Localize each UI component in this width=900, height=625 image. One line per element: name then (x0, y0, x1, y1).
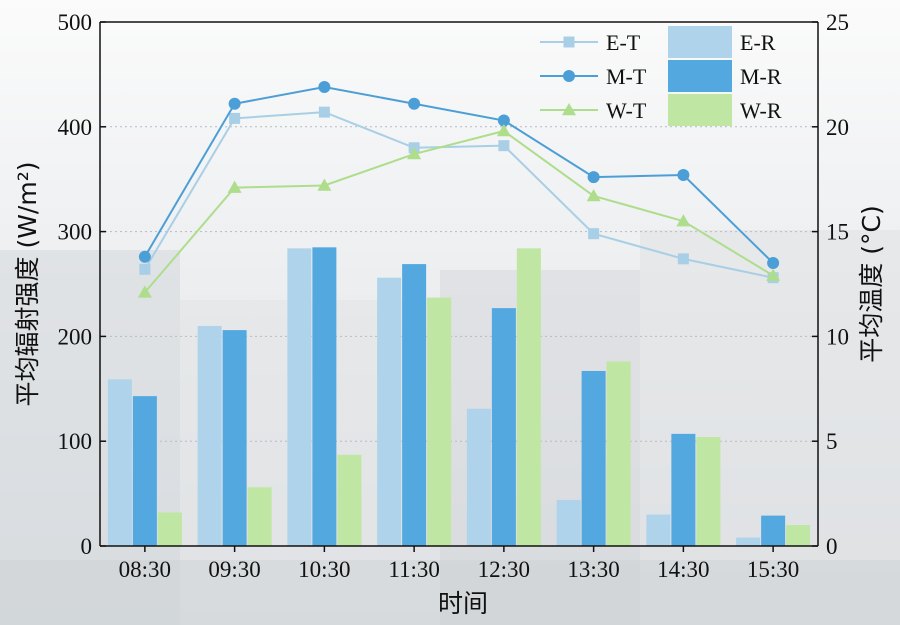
point-m-t-1030 (318, 80, 331, 93)
bar-m-r-1330 (581, 370, 606, 546)
legend-bar-swatch (668, 60, 732, 92)
legend-label: E-T (606, 30, 641, 55)
bar-m-r-1230 (491, 308, 516, 546)
point-w-t-1030 (317, 178, 332, 191)
point-m-t-0930 (228, 97, 241, 110)
legend-item-m-t: M-T (540, 64, 647, 89)
y-left-tick-label: 300 (58, 220, 93, 245)
legend-bar-swatch (668, 26, 732, 58)
point-m-t-1530 (767, 257, 780, 270)
x-tick-label: 13:30 (567, 557, 619, 582)
bar-m-r-1030 (312, 247, 337, 546)
bar-m-r-0830 (132, 396, 157, 546)
y-axis-right-title: 平均温度 (°C) (857, 205, 886, 362)
bar-m-r-0930 (222, 330, 247, 546)
legend: E-T M-T W-T E-R M-R W-R (540, 26, 782, 126)
bar-w-r-1330 (606, 361, 631, 546)
x-axis-title: 时间 (438, 589, 488, 618)
point-m-t-0830 (138, 250, 151, 263)
point-w-t-0830 (137, 285, 152, 298)
y-right-tick-label: 15 (826, 220, 849, 245)
axes: 0 100 200 300 400 500 0 5 10 15 20 25 08:30 09:30 10:3… (58, 10, 850, 582)
x-tick-label: 12:30 (478, 557, 530, 582)
legend-item-m-r: M-R (668, 60, 782, 92)
legend-marker (563, 36, 575, 48)
point-e-t-0930 (229, 112, 241, 124)
point-m-t-1430 (677, 169, 690, 182)
point-m-t-1330 (587, 171, 600, 184)
bar-w-r-1230 (516, 248, 541, 547)
y-right-tick-label: 0 (826, 534, 838, 559)
point-e-t-1330 (588, 228, 600, 240)
point-w-t-1330 (586, 188, 601, 202)
y-right-tick-label: 5 (826, 429, 838, 454)
point-w-t-1130 (407, 147, 422, 160)
point-e-t-1430 (677, 253, 689, 265)
bars (107, 247, 811, 547)
legend-item-w-r: W-R (668, 94, 782, 126)
bar-w-r-0830 (157, 512, 182, 546)
point-e-t-0830 (139, 263, 151, 275)
x-tick-label: 08:30 (119, 557, 171, 582)
y-left-tick-label: 400 (58, 115, 93, 140)
x-tick-label: 09:30 (208, 557, 260, 582)
y-right-tick-label: 25 (826, 10, 849, 35)
point-w-t-1530 (766, 268, 781, 281)
bar-w-r-1530 (786, 525, 811, 546)
legend-label: W-T (606, 98, 647, 123)
bar-e-r-1130 (377, 277, 402, 546)
legend-label: W-R (740, 98, 782, 123)
legend-label: M-R (740, 64, 782, 89)
legend-bar-swatch (668, 94, 732, 126)
point-w-t-1230 (496, 123, 511, 137)
y-left-tick-label: 100 (58, 429, 93, 454)
legend-item-e-t: E-T (540, 30, 641, 55)
x-tick-label: 11:30 (388, 557, 440, 582)
y-right-tick-label: 10 (826, 324, 849, 349)
bar-w-r-0930 (247, 487, 272, 546)
point-e-t-1230 (498, 140, 510, 152)
legend-item-w-t: W-T (540, 98, 647, 123)
bar-e-r-1030 (287, 248, 312, 547)
y-left-tick-label: 500 (58, 10, 93, 35)
bar-e-r-1430 (646, 514, 671, 546)
x-tick-label: 10:30 (298, 557, 350, 582)
x-tick-label: 15:30 (747, 557, 799, 582)
legend-marker (562, 103, 576, 116)
legend-label: M-T (606, 64, 647, 89)
bar-m-r-1530 (761, 515, 786, 546)
lines (137, 80, 781, 298)
legend-label: E-R (740, 30, 776, 55)
bar-e-r-1530 (736, 537, 761, 546)
point-w-t-0930 (227, 180, 242, 193)
bar-e-r-1330 (556, 499, 581, 546)
y-axis-left-title: 平均辐射强度 (W/m²) (13, 162, 42, 407)
bar-m-r-1130 (402, 264, 427, 546)
point-e-t-1030 (318, 106, 330, 118)
y-right-tick-label: 20 (826, 115, 849, 140)
bar-e-r-1230 (466, 408, 491, 546)
y-left-tick-label: 0 (81, 534, 93, 559)
y-left-tick-label: 200 (58, 324, 93, 349)
line-m-t (144, 85, 774, 264)
x-tick-label: 14:30 (657, 557, 709, 582)
bar-e-r-0830 (107, 379, 132, 546)
bar-w-r-1130 (427, 297, 452, 546)
point-w-t-1430 (676, 214, 691, 227)
bar-w-r-1030 (337, 454, 362, 546)
bar-e-r-0930 (197, 325, 222, 546)
legend-item-e-r: E-R (668, 26, 776, 58)
point-m-t-1230 (497, 114, 510, 127)
bar-w-r-1430 (696, 437, 721, 546)
legend-marker (563, 70, 575, 82)
line-w-t (144, 129, 774, 294)
point-m-t-1130 (408, 97, 421, 110)
line-e-t (144, 111, 774, 279)
bar-m-r-1430 (671, 433, 696, 546)
